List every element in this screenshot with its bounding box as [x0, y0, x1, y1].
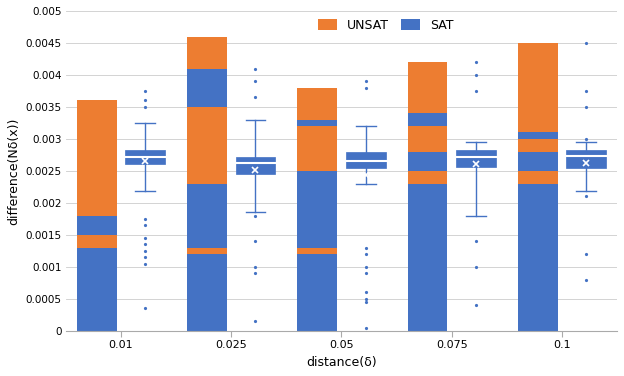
Bar: [187, 248, 227, 254]
Bar: [297, 248, 337, 254]
Bar: [77, 248, 117, 331]
Bar: [187, 68, 227, 107]
X-axis label: distance(δ): distance(δ): [306, 356, 377, 369]
Bar: [297, 88, 337, 120]
Bar: [236, 157, 275, 174]
Bar: [407, 171, 447, 183]
Bar: [346, 152, 386, 168]
Y-axis label: difference(Nδ(x)): difference(Nδ(x)): [7, 117, 20, 224]
Bar: [125, 150, 165, 164]
Bar: [518, 132, 557, 139]
Bar: [518, 43, 557, 132]
Bar: [567, 150, 606, 168]
Bar: [297, 126, 337, 171]
Bar: [187, 107, 227, 183]
Legend: UNSAT, SAT: UNSAT, SAT: [313, 14, 458, 37]
Bar: [187, 36, 227, 68]
Bar: [518, 171, 557, 183]
Bar: [187, 183, 227, 248]
Bar: [187, 254, 227, 331]
Bar: [518, 183, 557, 331]
Bar: [407, 126, 447, 152]
Bar: [297, 171, 337, 248]
Bar: [77, 216, 117, 235]
Bar: [297, 254, 337, 331]
Bar: [407, 113, 447, 126]
Bar: [297, 120, 337, 126]
Bar: [456, 150, 496, 167]
Bar: [407, 183, 447, 331]
Bar: [77, 235, 117, 248]
Bar: [518, 152, 557, 171]
Bar: [518, 139, 557, 152]
Bar: [407, 152, 447, 171]
Bar: [77, 100, 117, 216]
Bar: [407, 62, 447, 113]
